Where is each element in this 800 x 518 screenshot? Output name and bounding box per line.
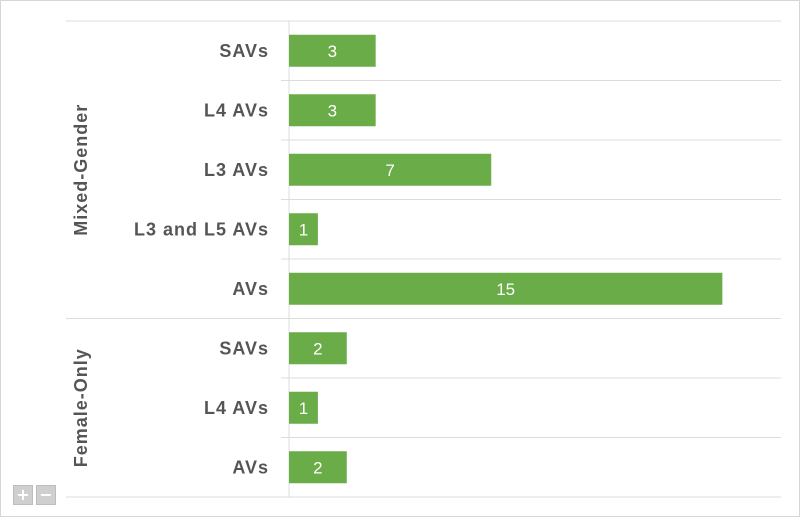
category-label: L4 AVs <box>204 100 269 120</box>
bar <box>289 451 347 484</box>
data-label: 2 <box>313 339 322 358</box>
bar <box>289 153 492 186</box>
bar <box>289 332 347 365</box>
data-label: 15 <box>496 280 515 299</box>
data-label: 1 <box>299 399 308 418</box>
bar <box>289 94 376 127</box>
zoom-out-button[interactable]: − <box>36 485 56 505</box>
category-label: SAVs <box>219 41 269 61</box>
bar <box>289 34 376 67</box>
group-label: Female-Only <box>71 348 91 467</box>
data-label: 7 <box>385 161 394 180</box>
bar <box>289 213 318 246</box>
bar <box>289 391 318 424</box>
data-label: 3 <box>328 101 337 120</box>
category-label: SAVs <box>219 338 269 358</box>
category-label: AVs <box>232 279 269 299</box>
data-label: 3 <box>328 42 337 61</box>
zoom-in-button[interactable]: + <box>13 485 33 505</box>
category-label: L3 AVs <box>204 160 269 180</box>
group-label: Mixed-Gender <box>71 104 91 236</box>
category-label: AVs <box>232 457 269 477</box>
category-label: L4 AVs <box>204 398 269 418</box>
bar <box>289 272 723 305</box>
data-label: 2 <box>313 458 322 477</box>
category-label: L3 and L5 AVs <box>134 219 269 239</box>
data-label: 1 <box>299 220 308 239</box>
